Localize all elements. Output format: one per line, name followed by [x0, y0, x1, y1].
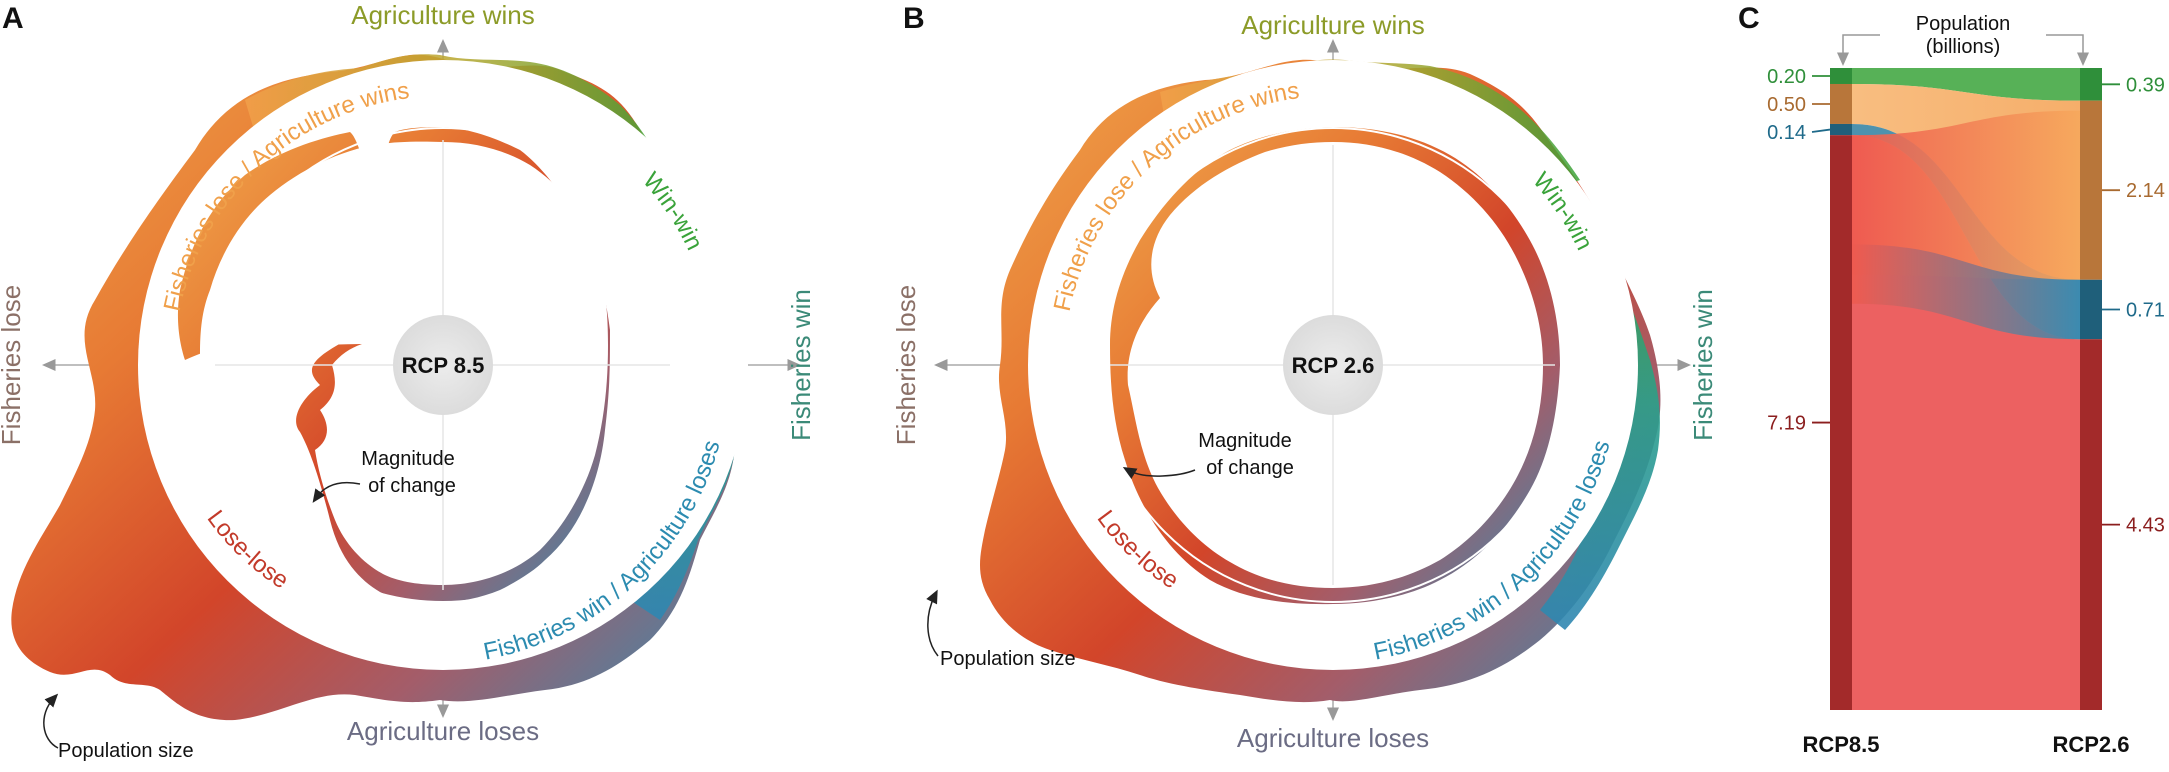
alluvial-value-left-lose-lose: 7.19 — [1767, 413, 1806, 435]
alluvial-value-right-fisheries-lose-agriculture-wins: 2.14 — [2126, 180, 2165, 202]
panel-a-letter: A — [2, 2, 24, 35]
alluvial-value-left-win-win: 0.20 — [1767, 66, 1806, 88]
alluvial-chart: 0.20 0.50 0.14 7.19 0.39 2.14 0.71 4.43 RCP8.5 RC… — [1767, 66, 2165, 757]
panel-b-bottom-label: Agriculture loses — [1237, 723, 1429, 753]
panel-c-header-line2: (billions) — [1926, 36, 2000, 58]
panel-a-population-note: Population size — [58, 740, 194, 762]
alluvial-value-left-fisheries-lose-agriculture-wins: 0.50 — [1767, 94, 1806, 116]
alluvial-value-right-fisheries-win-agriculture-loses: 0.71 — [2126, 299, 2165, 321]
panel-c-header-line1: Population — [1916, 13, 2011, 35]
alluvial-bar-right-fisheries-lose-agriculture-wins — [2080, 101, 2102, 280]
alluvial-value-right-win-win: 0.39 — [2126, 74, 2165, 96]
panel-c-header-right-arrow — [2046, 35, 2083, 60]
panel-b: B RCP 2.6 Agriculture wins Agriculture l… — [891, 2, 1718, 753]
alluvial-value-left-fisheries-win-agriculture-loses: 0.14 — [1767, 122, 1806, 144]
alluvial-stage-label-left: RCP8.5 — [1802, 732, 1879, 757]
panel-a-center-label: RCP 8.5 — [402, 353, 485, 378]
panel-b-population-note: Population size — [940, 648, 1076, 670]
panel-b-right-label: Fisheries win — [1688, 289, 1718, 441]
panel-a-population-arrow — [44, 698, 58, 748]
panel-a-left-label: Fisheries lose — [0, 285, 26, 445]
panel-a-bottom-label: Agriculture loses — [347, 716, 539, 746]
panel-c-header-left-arrow — [1843, 35, 1880, 60]
alluvial-leader-left-fisheries-win-agriculture-loses — [1812, 130, 1830, 132]
panel-c-letter: C — [1738, 2, 1760, 35]
panel-b-magnitude-note-line2: of change — [1206, 457, 1294, 479]
alluvial-bar-right-win-win — [2080, 68, 2102, 101]
panel-b-population-arrow — [928, 595, 938, 656]
alluvial-bar-left-fisheries-lose-agriculture-wins — [1830, 84, 1852, 124]
panel-a-magnitude-note-line2: of change — [368, 475, 456, 497]
alluvial-bar-right-lose-lose — [2080, 339, 2102, 710]
panel-a-right-label: Fisheries win — [786, 289, 816, 441]
panel-a: A RCP 8.5 Agriculture wins — [0, 0, 816, 762]
panel-b-top-label: Agriculture wins — [1241, 10, 1425, 40]
alluvial-value-right-lose-lose: 4.43 — [2126, 515, 2165, 537]
panel-b-left-label: Fisheries lose — [891, 285, 921, 445]
alluvial-bar-left-win-win — [1830, 68, 1852, 84]
panel-a-top-label: Agriculture wins — [351, 0, 535, 30]
panel-b-center-label: RCP 2.6 — [1292, 353, 1375, 378]
alluvial-bar-right-fisheries-win-agriculture-loses — [2080, 280, 2102, 339]
alluvial-bar-left-lose-lose — [1830, 135, 1852, 710]
panel-c: C Population (billions) 0.20 0.50 0.14 7.19… — [1738, 2, 2165, 757]
panel-a-magnitude-note-line1: Magnitude — [361, 448, 454, 470]
alluvial-bar-left-fisheries-win-agriculture-loses — [1830, 124, 1852, 135]
alluvial-stage-label-right: RCP2.6 — [2052, 732, 2129, 757]
panel-b-letter: B — [903, 2, 925, 35]
panel-b-magnitude-note-line1: Magnitude — [1198, 430, 1291, 452]
